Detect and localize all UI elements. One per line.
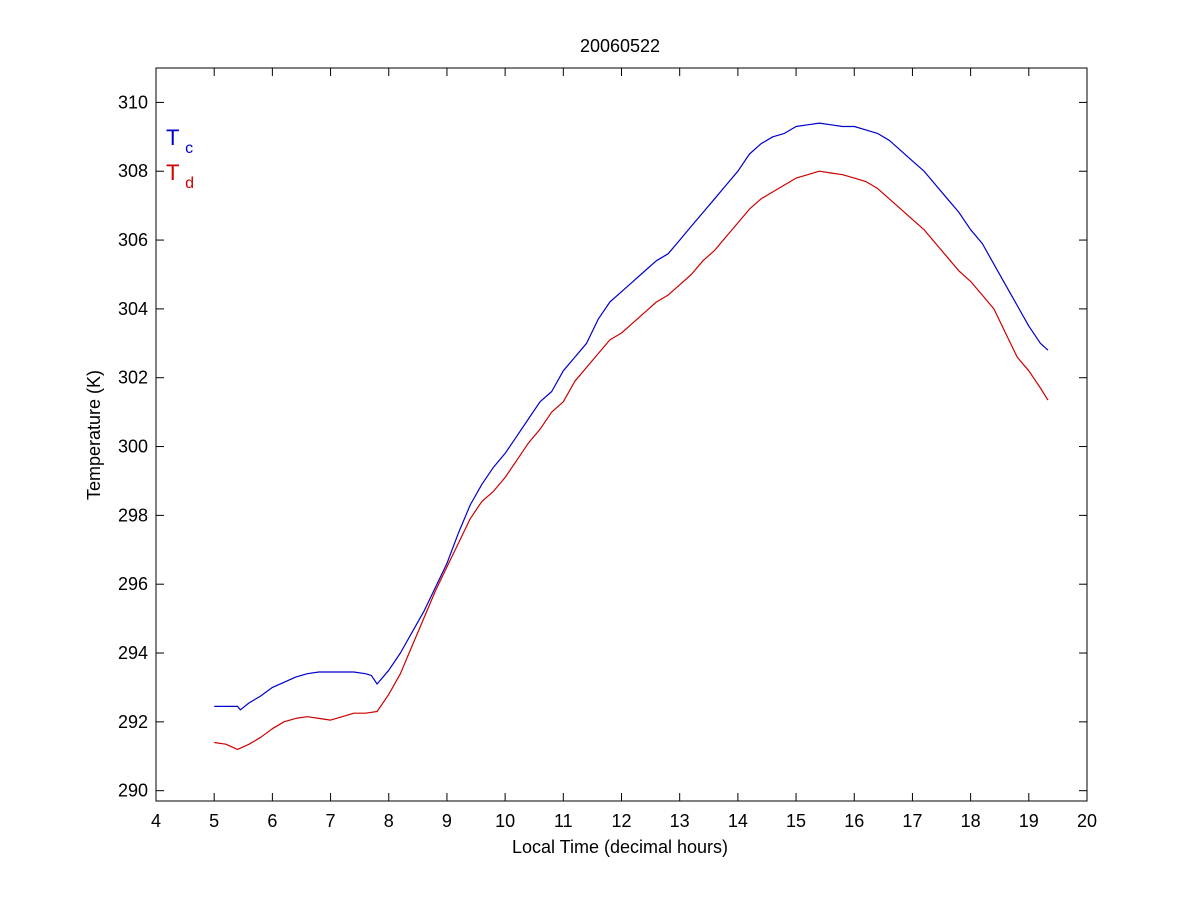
x-axis-ticks: 4 5 6 7 8 9 10 11 12 13 14 15 16 17 18 19 20 [151, 68, 1097, 831]
plot-area: 4 5 6 7 8 9 10 11 12 13 14 15 16 17 18 19 20 29029229429… [118, 67, 1097, 831]
legend-tc-sub: c [185, 140, 193, 157]
x-tick-label: 5 [209, 811, 219, 831]
x-tick-label: 9 [442, 811, 452, 831]
y-axis-label: Temperature (K) [84, 370, 104, 500]
y-tick-label: 296 [118, 574, 148, 594]
legend-td-base: T [166, 160, 179, 185]
legend-entry-td: T d [166, 160, 194, 192]
y-tick-label: 298 [118, 505, 148, 525]
y-tick-label: 306 [118, 230, 148, 250]
x-tick-label: 16 [844, 811, 864, 831]
legend-entry-tc: T c [166, 125, 193, 157]
series-line-tc [214, 122, 1049, 711]
legend: T c T d [166, 125, 194, 192]
x-tick-label: 20 [1077, 811, 1097, 831]
x-tick-label: 17 [902, 811, 922, 831]
x-tick-label: 18 [961, 811, 981, 831]
x-tick-label: 10 [495, 811, 515, 831]
y-tick-label: 304 [118, 299, 148, 319]
x-tick-label: 4 [151, 811, 161, 831]
chart-title: 20060522 [580, 36, 660, 56]
series-line-td [214, 170, 1049, 751]
y-tick-label: 292 [118, 712, 148, 732]
x-axis-label: Local Time (decimal hours) [512, 837, 728, 857]
y-tick-label: 308 [118, 161, 148, 181]
y-tick-label: 290 [118, 781, 148, 801]
y-tick-label: 294 [118, 643, 148, 663]
x-tick-label: 7 [326, 811, 336, 831]
plot-frame [155, 67, 1088, 802]
series-lines [214, 122, 1049, 751]
x-tick-label: 19 [1019, 811, 1039, 831]
y-tick-label: 310 [118, 92, 148, 112]
legend-td-sub: d [185, 175, 194, 192]
x-tick-label: 15 [786, 811, 806, 831]
y-axis-ticks: 290 292 294 296 298 300 302 304 306 308 310 [118, 92, 1087, 801]
y-tick-label: 300 [118, 437, 148, 457]
legend-tc-base: T [166, 125, 179, 150]
x-tick-label: 11 [554, 811, 573, 831]
x-tick-label: 14 [728, 811, 748, 831]
x-tick-label: 6 [267, 811, 277, 831]
x-tick-label: 13 [670, 811, 690, 831]
x-tick-label: 12 [611, 811, 631, 831]
x-tick-label: 8 [384, 811, 394, 831]
y-tick-label: 302 [118, 368, 148, 388]
